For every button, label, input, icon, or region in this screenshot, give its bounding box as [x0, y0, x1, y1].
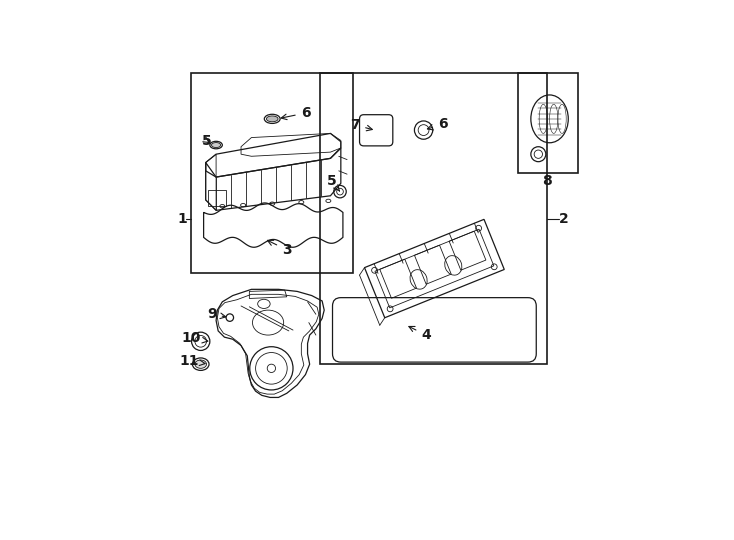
Bar — [191, 73, 353, 273]
Ellipse shape — [266, 116, 278, 122]
Ellipse shape — [195, 360, 206, 368]
Text: 11: 11 — [179, 354, 205, 368]
Text: 4: 4 — [409, 327, 431, 342]
Ellipse shape — [211, 143, 221, 147]
Bar — [517, 73, 578, 173]
Text: 3: 3 — [267, 240, 291, 257]
Text: 5: 5 — [327, 174, 340, 191]
Text: 2: 2 — [559, 212, 568, 226]
Text: 10: 10 — [181, 332, 208, 346]
Text: 8: 8 — [542, 174, 553, 188]
Text: 5: 5 — [202, 134, 211, 148]
Text: 7: 7 — [351, 118, 372, 132]
Text: 9: 9 — [207, 307, 226, 321]
Text: 6: 6 — [281, 106, 310, 120]
Text: 1: 1 — [177, 212, 187, 226]
Bar — [320, 73, 547, 364]
Text: 6: 6 — [427, 117, 448, 131]
